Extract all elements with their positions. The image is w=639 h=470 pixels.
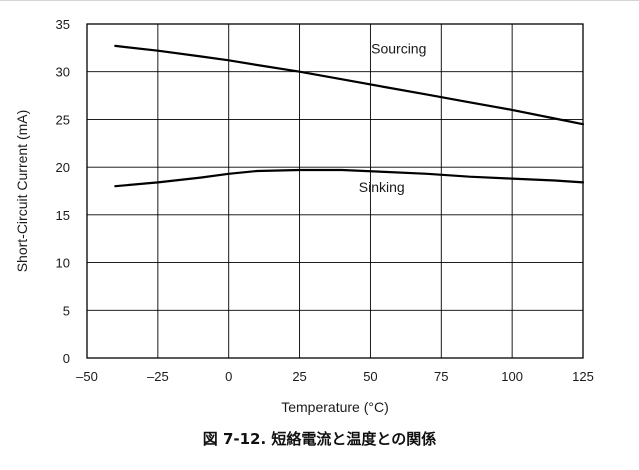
series-annotation: Sourcing [371, 41, 426, 57]
series-line-sourcing [114, 44, 585, 126]
short-circuit-current-chart: –50 –25 0 25 50 75 100 125 0 5 10 15 20 25 30 35 Temper… [14, 17, 594, 415]
y-tick-label: 20 [56, 160, 70, 175]
grid-lines [87, 24, 583, 358]
annotations: Sourcing Sinking [359, 41, 427, 195]
x-tick-label: 75 [434, 369, 448, 384]
y-tick-label: 35 [56, 17, 70, 32]
tick-labels: –50 –25 0 25 50 75 100 125 0 5 10 15 20 25 30 35 [56, 17, 594, 384]
x-tick-label: 100 [501, 369, 523, 384]
y-axis-label: Short-Circuit Current (mA) [14, 110, 30, 273]
figure-caption: 図 7-12. 短絡電流と温度との関係 [202, 430, 437, 448]
y-tick-label: 15 [56, 208, 70, 223]
x-tick-label: 125 [572, 369, 594, 384]
top-rule [0, 0, 639, 1]
x-axis-label: Temperature (°C) [281, 399, 389, 415]
y-tick-label: 10 [56, 256, 70, 271]
x-tick-label: 25 [292, 369, 306, 384]
x-tick-label: 50 [363, 369, 377, 384]
x-tick-label: 0 [225, 369, 232, 384]
series-annotation: Sinking [359, 179, 405, 195]
series-line-sinking [114, 168, 585, 188]
y-tick-label: 25 [56, 112, 70, 127]
y-tick-label: 0 [63, 351, 70, 366]
y-tick-label: 5 [63, 303, 70, 318]
y-tick-label: 30 [56, 65, 70, 80]
plot-frame [86, 23, 584, 359]
x-tick-label: –25 [147, 369, 169, 384]
series-lines [114, 44, 585, 188]
x-tick-label: –50 [76, 369, 98, 384]
